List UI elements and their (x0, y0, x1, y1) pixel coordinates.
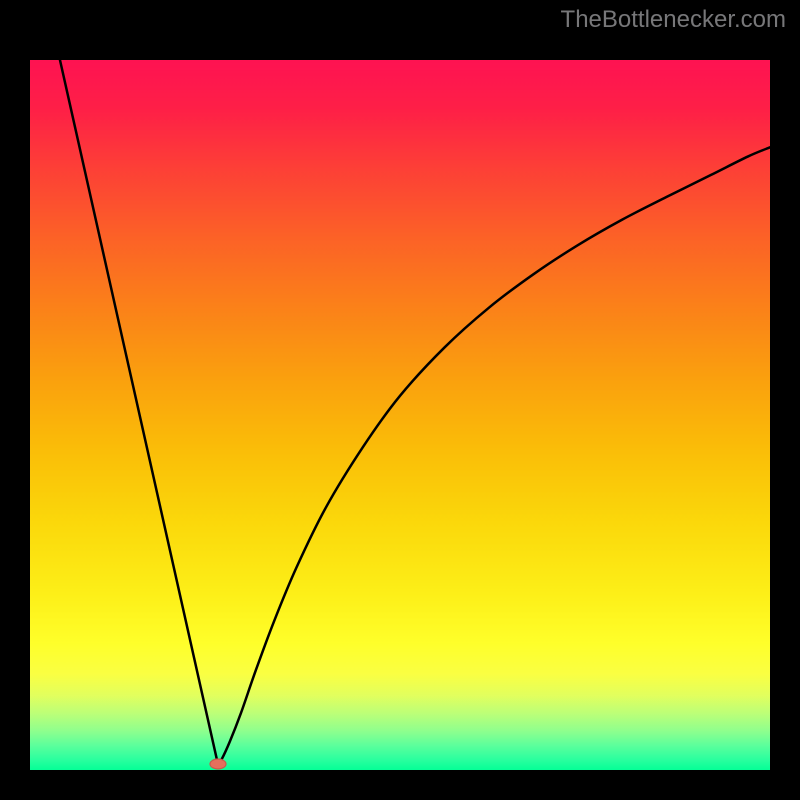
optimal-point-marker (210, 759, 226, 769)
bottleneck-curve (60, 60, 770, 764)
chart-curve-layer (0, 0, 800, 800)
